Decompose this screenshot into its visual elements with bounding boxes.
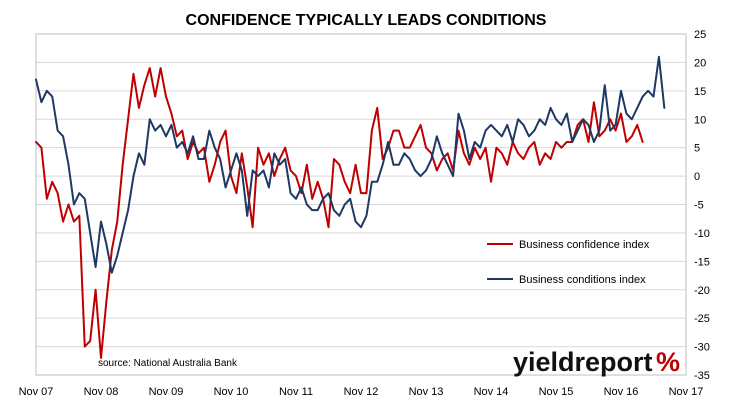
y-tick-label: -35 (694, 370, 710, 382)
plot-border (35, 33, 687, 376)
legend: Business confidence index Business condit… (487, 239, 650, 286)
x-axis: Nov 07 Nov 08 Nov 09 Nov 10 Nov 11 Nov 12 Nov … (19, 386, 704, 398)
percent-logo-icon: % (656, 347, 680, 377)
x-tick-label: Nov 17 (669, 386, 704, 398)
series-line-business-confidence (35, 67, 644, 359)
x-tick-label: Nov 13 (409, 386, 444, 398)
plot-frame (35, 33, 687, 376)
y-tick-label: 10 (694, 114, 706, 126)
legend-label: Business confidence index (519, 239, 650, 251)
x-tick-label: Nov 11 (279, 386, 313, 398)
x-tick-label: Nov 07 (19, 386, 54, 398)
logo-wordmark: yieldreport (513, 347, 653, 377)
y-tick-label: -15 (694, 256, 710, 268)
y-tick-label: 25 (694, 29, 706, 41)
x-tick-label: Nov 12 (344, 386, 379, 398)
legend-label: Business conditions index (519, 274, 646, 286)
x-tick-label: Nov 14 (474, 386, 509, 398)
y-tick-label: -25 (694, 313, 710, 325)
series-line-business-conditions (35, 55, 666, 274)
x-tick-label: Nov 10 (214, 386, 249, 398)
x-tick-label: Nov 16 (604, 386, 639, 398)
y-axis: -35 -30 -25 -20 -15 -10 -5 0 5 10 15 20 25 (694, 29, 710, 382)
y-tick-label: -30 (694, 342, 710, 354)
series-layer (35, 55, 666, 359)
x-tick-label: Nov 09 (149, 386, 184, 398)
yieldreport-logo: yieldreport % (513, 347, 680, 377)
x-tick-label: Nov 08 (84, 386, 119, 398)
y-tick-label: 20 (694, 57, 706, 69)
y-tick-label: -10 (694, 228, 710, 240)
chart-title: CONFIDENCE TYPICALLY LEADS CONDITIONS (186, 12, 547, 29)
y-tick-label: 15 (694, 86, 706, 98)
y-tick-label: 0 (694, 171, 700, 183)
source-annotation: source: National Australia Bank (98, 358, 238, 369)
y-tick-label: -5 (694, 200, 704, 212)
x-tick-label: Nov 15 (539, 386, 574, 398)
y-tick-label: -20 (694, 285, 710, 297)
y-tick-label: 5 (694, 143, 700, 155)
